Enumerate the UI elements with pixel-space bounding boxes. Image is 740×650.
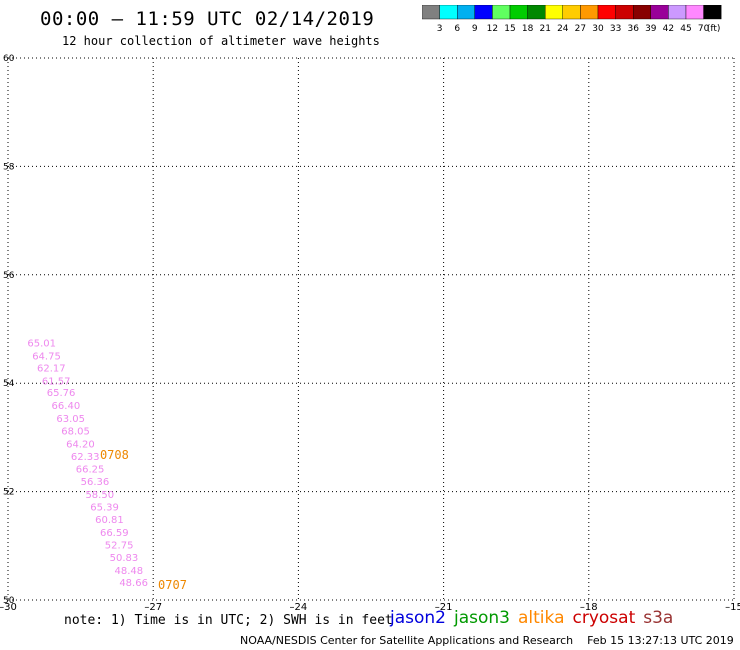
wave-height-label: 66.40 [52,401,81,412]
wave-height-label: 66.25 [76,465,105,476]
colorbar-label: 30 [592,24,604,34]
x-tick-label: –30 [0,602,17,613]
y-tick-label: 50 [3,596,15,606]
legend-s3a: s3a [643,608,674,628]
wave-height-label: 64.75 [32,351,61,362]
colorbar-label: 39 [645,24,657,34]
legend-jason2: jason2 [390,608,446,628]
time-label: 0708 [100,448,129,462]
wave-height-label: 68.05 [61,427,90,438]
credit-line: NOAA/NESDIS Center for Satellite Applica… [240,634,740,647]
chart-title: 00:00 – 11:59 UTC 02/14/2019 [40,8,375,30]
colorbar-label: 45 [680,24,691,34]
wave-height-label: 65.01 [27,338,56,349]
wave-height-label: 56.36 [81,477,110,488]
colorbar-label: 6 [454,24,460,34]
colorbar-label: 42 [663,24,674,34]
colorbar-swatch [703,5,722,20]
wave-height-label: 62.33 [71,452,100,463]
wave-height-label: 61.57 [42,376,71,387]
y-tick-label: 58 [3,162,15,172]
x-tick-label: –21 [435,602,453,613]
wave-height-label: 50.83 [110,553,139,564]
y-tick-label: 54 [3,379,15,389]
x-tick-label: –18 [580,602,598,613]
colorbar-label: 24 [557,24,569,34]
colorbar-label: 21 [539,24,550,34]
chart-subtitle: 12 hour collection of altimeter wave hei… [62,34,380,48]
colorbar: 3 6 9 12 15 18 21 24 27 30 33 36 39 42 45 70(ft) [422,5,722,34]
credit-text: NOAA/NESDIS Center for Satellite Applica… [240,634,574,647]
satellite-legend: jason2 jason3 altika cryosat s3a [390,608,681,628]
y-tick-label: 60 [3,54,15,64]
wave-height-label: 60.81 [95,515,124,526]
wave-height-label: 65.39 [90,503,119,514]
wave-height-label: 66.59 [100,528,129,539]
y-tick-label: 56 [3,271,15,281]
colorbar-label: 70 [698,24,710,34]
wave-height-label: 58.50 [85,490,114,501]
wave-height-label: 48.48 [114,566,143,577]
wave-height-label: 48.66 [119,578,148,589]
wave-height-label: 52.75 [105,541,134,552]
colorbar-label: 12 [487,24,498,34]
colorbar-label: 33 [610,24,621,34]
x-tick-label: –15 [725,602,740,613]
timestamp: Feb 15 13:27:13 UTC 2019 [587,634,734,647]
wave-height-label: 64.20 [66,440,95,451]
colorbar-unit: (ft) [707,24,721,34]
legend-jason3: jason3 [454,608,510,628]
wave-height-label: 62.17 [37,363,66,374]
footer-note: note: 1) Time is in UTC; 2) SWH is in fe… [64,613,393,628]
colorbar-label: 27 [575,24,586,34]
legend-cryosat: cryosat [572,608,636,628]
wave-height-label: 63.05 [56,414,85,425]
x-tick-label: –27 [144,602,162,613]
colorbar-label: 36 [627,24,639,34]
colorbar-label: 3 [437,24,443,34]
x-tick-label: –24 [290,602,308,613]
wave-height-label: 65.76 [47,388,76,399]
legend-altika: altika [518,608,565,628]
y-tick-label: 52 [3,488,14,498]
time-label: 0707 [158,578,187,592]
colorbar-label: 18 [522,24,534,34]
colorbar-label: 15 [504,24,515,34]
colorbar-label: 9 [472,24,478,34]
